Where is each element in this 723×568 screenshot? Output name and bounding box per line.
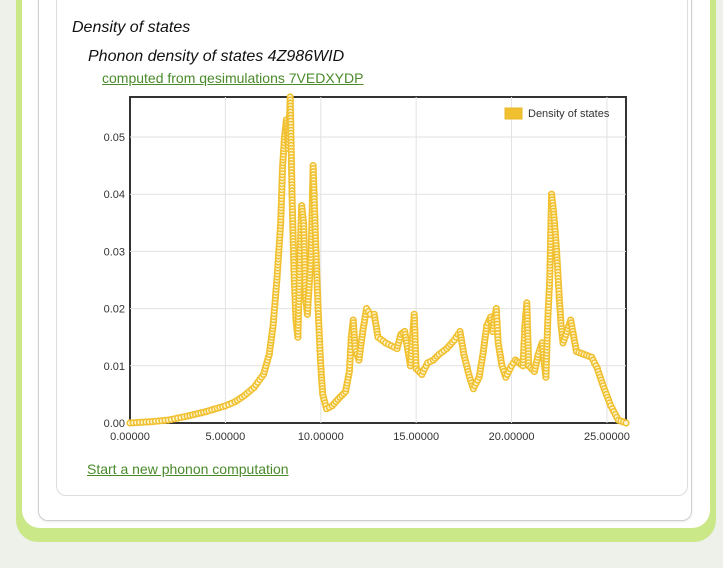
- x-tick-label: 0.00000: [110, 431, 150, 443]
- chart-title: Phonon density of states 4Z986WID: [88, 48, 345, 65]
- y-tick-label: 0.00: [104, 418, 125, 430]
- legend-swatch: [504, 107, 523, 120]
- legend-label: Density of states: [528, 108, 610, 120]
- y-tick-label: 0.04: [104, 189, 125, 201]
- source-link[interactable]: computed from qesimulations 7VEDXYDP: [102, 70, 364, 86]
- y-tick-label: 0.02: [104, 304, 125, 316]
- y-tick-label: 0.05: [104, 132, 125, 144]
- new-computation-link[interactable]: Start a new phonon computation: [87, 461, 289, 477]
- section-title: Density of states: [72, 19, 191, 36]
- x-tick-label: 20.00000: [489, 431, 535, 443]
- x-tick-label: 15.00000: [393, 431, 439, 443]
- tick-labels: 0.00000 5.00000 10.00000 15.00000 20.00000 25…: [104, 132, 630, 443]
- y-tick-label: 0.03: [104, 246, 125, 258]
- x-tick-label: 5.00000: [206, 431, 246, 443]
- legend: Density of states: [504, 107, 610, 120]
- x-tick-label: 10.00000: [298, 431, 344, 443]
- y-tick-label: 0.01: [104, 361, 125, 373]
- series-density: [126, 93, 630, 427]
- x-tick-label: 25.00000: [584, 431, 630, 443]
- series-point: [622, 419, 630, 427]
